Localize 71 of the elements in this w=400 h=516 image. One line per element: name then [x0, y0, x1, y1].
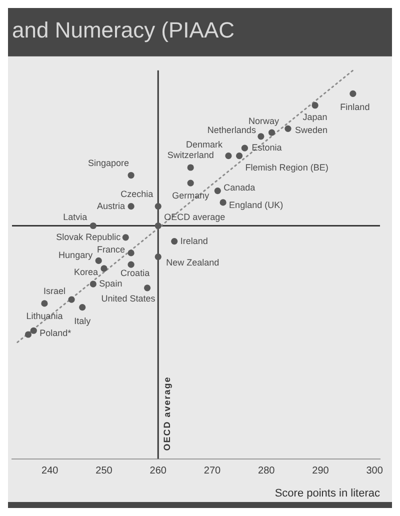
chart-title: and Numeracy (PIAAC: [12, 17, 235, 42]
point: [128, 261, 134, 268]
series-label: Israel: [44, 286, 66, 296]
series-label: Denmark: [186, 139, 223, 150]
series-label: Italy: [74, 316, 92, 326]
point: [95, 257, 102, 264]
point: [284, 125, 292, 132]
x-tick-label: 240: [42, 466, 59, 477]
series-label: Ireland: [180, 236, 208, 246]
series-label: Flemish Region (BE): [245, 162, 328, 172]
point: [220, 199, 226, 206]
point: [171, 238, 178, 245]
series-label: Spain: [99, 278, 122, 289]
series-label: Switzerland: [167, 150, 214, 160]
x-tick-label: 280: [258, 466, 276, 477]
series-label: United States: [101, 293, 156, 304]
series-label: Japan: [302, 112, 328, 122]
series-label: Hungary: [58, 250, 94, 260]
point: [214, 188, 221, 194]
point: [187, 164, 194, 171]
series-label: Korea: [74, 266, 98, 277]
series-label: Estonia: [252, 142, 282, 153]
point: [144, 284, 151, 292]
point: [100, 265, 108, 272]
point: [154, 222, 162, 230]
point: [68, 296, 75, 303]
series-label: Sweden: [295, 125, 328, 136]
series-label: Canada: [224, 182, 256, 192]
x-tick-label: 290: [312, 466, 330, 477]
point: [128, 203, 134, 210]
series-label: Norway: [248, 116, 280, 126]
series-label: Austria: [97, 200, 126, 211]
point: [187, 180, 194, 186]
series-label: England (UK): [229, 200, 284, 210]
point: [30, 327, 37, 334]
point: [225, 152, 232, 160]
point: [312, 102, 318, 109]
x-tick-label: 260: [150, 466, 167, 477]
point: [122, 234, 129, 241]
point: [90, 222, 96, 230]
series-label: France: [97, 244, 126, 254]
series-label: Singapore: [88, 158, 130, 168]
point: [41, 300, 48, 307]
point: [128, 250, 134, 256]
series-label: Germany: [172, 190, 210, 201]
point: [241, 144, 248, 152]
series-label: Slovak Republic: [56, 232, 122, 242]
series-label: OECD average: [164, 212, 226, 222]
x-tick-label: 300: [366, 466, 384, 477]
series-label: Latvia: [63, 212, 88, 222]
x-axis-title: Score points in literac: [274, 487, 380, 500]
series-label: Poland*: [40, 328, 72, 338]
series-label: Croatia: [120, 268, 150, 278]
point: [90, 280, 96, 288]
point: [154, 254, 162, 260]
point: [236, 152, 243, 160]
series-label: Czechia: [120, 188, 154, 199]
point: [350, 90, 356, 98]
x-tick-label: 250: [96, 466, 113, 477]
ref-line-label: OECD average: [162, 376, 172, 451]
point: [24, 331, 32, 338]
point: [268, 129, 276, 136]
point: [154, 203, 162, 210]
series-label: Netherlands: [207, 124, 256, 135]
point: [128, 172, 134, 179]
x-tick-label: 270: [204, 466, 222, 477]
series-label: Lithuania: [26, 310, 63, 321]
point: [258, 133, 264, 140]
point: [79, 304, 86, 311]
series-label: New Zealand: [166, 257, 220, 268]
series-label: Finland: [340, 102, 370, 112]
